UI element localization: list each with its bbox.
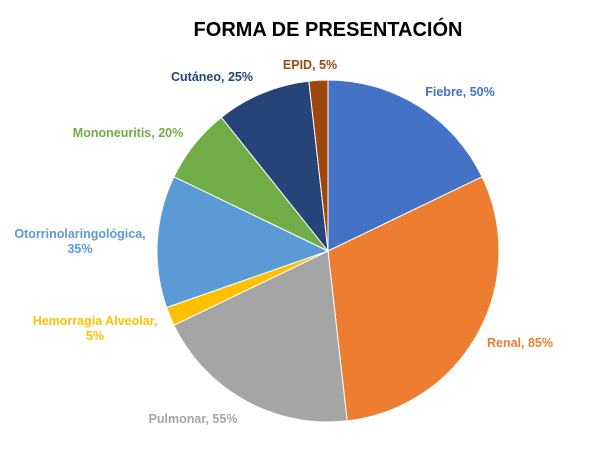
pie-slice-otorrinolaringologica bbox=[156, 176, 330, 309]
data-label-hemorragia-alveolar-line: 5% bbox=[86, 329, 104, 343]
data-label-mononeuritis: Mononeuritis, 20% bbox=[73, 126, 183, 140]
chart-title: FORMA DE PRESENTACIÓN bbox=[194, 17, 463, 41]
data-label-renal: Renal, 85% bbox=[487, 336, 553, 350]
pie-slice-pulmonar bbox=[173, 250, 348, 423]
pie-slice-fiebre bbox=[327, 79, 483, 252]
pie-slices bbox=[156, 79, 500, 423]
pie-slice-renal bbox=[327, 176, 500, 422]
data-label-cutaneo: Cutáneo, 25% bbox=[171, 70, 253, 84]
pie-labels: Fiebre, 50% Renal, 85% Pulmonar, 55% Hemorr… bbox=[14, 58, 553, 426]
data-label-otorrinolaringologica: Otorrinolaringológica, 35% bbox=[14, 227, 145, 256]
data-label-fiebre: Fiebre, 50% bbox=[425, 85, 494, 99]
data-label-epid: EPID, 5% bbox=[283, 58, 337, 72]
data-label-hemorragia-alveolar: Hemorragia Alveolar, 5% bbox=[33, 314, 158, 343]
pie-slice-epid bbox=[308, 79, 329, 252]
pie-slice-cutaneo bbox=[220, 80, 329, 253]
data-label-pulmonar: Pulmonar, 55% bbox=[149, 412, 238, 426]
data-label-otorrinolaringologica-line: 35% bbox=[67, 242, 92, 256]
data-label-otorrinolaringologica-line: Otorrinolaringológica, bbox=[14, 227, 145, 241]
data-label-hemorragia-alveolar-line: Hemorragia Alveolar, bbox=[33, 314, 158, 328]
